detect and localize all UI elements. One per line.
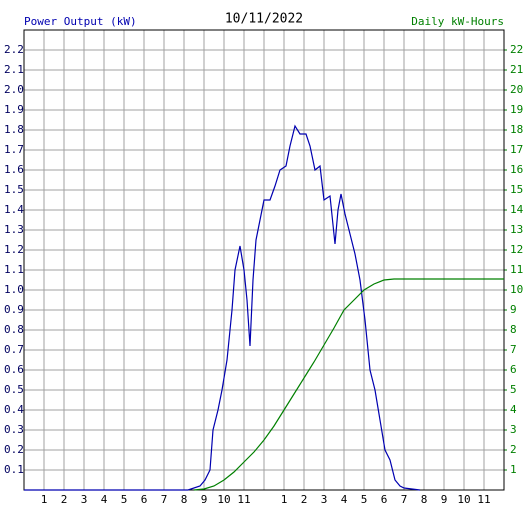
- y2-tick-label: 6: [510, 363, 517, 376]
- x-tick-label: 6: [141, 493, 148, 506]
- y-tick-label: 1.5: [4, 183, 24, 196]
- y-tick-label: 1.8: [4, 123, 24, 136]
- y2-tick-label: 2: [510, 443, 517, 456]
- y-tick-label: 0.6: [4, 363, 24, 376]
- y2-tick-label: 9: [510, 303, 517, 316]
- y2-tick-label: 16: [510, 163, 523, 176]
- x-tick-label: 11: [237, 493, 250, 506]
- y-tick-label: 1.1: [4, 263, 24, 276]
- x-tick-label: 4: [341, 493, 348, 506]
- x-tick-label: 10: [217, 493, 230, 506]
- y2-tick-label: 3: [510, 423, 517, 436]
- y-tick-label: 1.3: [4, 223, 24, 236]
- y2-axis-title: Daily kW-Hours: [411, 15, 504, 28]
- y2-tick-label: 10: [510, 283, 523, 296]
- chart-title: 10/11/2022: [225, 12, 303, 27]
- y2-tick-label: 8: [510, 323, 517, 336]
- x-tick-label: 1: [281, 493, 288, 506]
- y2-tick-label: 5: [510, 383, 517, 396]
- x-tick-label: 10: [457, 493, 470, 506]
- x-tick-label: 3: [321, 493, 328, 506]
- y-tick-label: 1.2: [4, 243, 24, 256]
- y2-tick-label: 15: [510, 183, 523, 196]
- y-tick-label: 1.0: [4, 283, 24, 296]
- plot-frame: [23, 29, 505, 491]
- x-tick-label: 5: [121, 493, 128, 506]
- y2-tick-label: 18: [510, 123, 523, 136]
- x-tick-label: 3: [81, 493, 88, 506]
- x-tick-label: 9: [441, 493, 448, 506]
- y2-tick-label: 13: [510, 223, 523, 236]
- y-tick-label: 0.4: [4, 403, 24, 416]
- y2-tick-label: 7: [510, 343, 517, 356]
- x-tick-label: 8: [421, 493, 428, 506]
- x-tick-label: 8: [181, 493, 188, 506]
- x-tick-label: 11: [477, 493, 490, 506]
- y-tick-label: 0.2: [4, 443, 24, 456]
- x-tick-label: 1: [41, 493, 48, 506]
- y-tick-label: 1.9: [4, 103, 24, 116]
- y2-tick-label: 17: [510, 143, 523, 156]
- x-tick-label: 5: [361, 493, 368, 506]
- data-line: [193, 278, 504, 491]
- y-tick-label: 0.8: [4, 323, 24, 336]
- x-tick-label: 2: [301, 493, 308, 506]
- y2-tick-label: 12: [510, 243, 523, 256]
- x-tick-label: 7: [401, 493, 408, 506]
- y-tick-label: 0.3: [4, 423, 24, 436]
- y-tick-label: 2.2: [4, 43, 24, 56]
- x-tick-label: 4: [101, 493, 108, 506]
- y-tick-label: 0.5: [4, 383, 24, 396]
- y2-tick-label: 4: [510, 403, 517, 416]
- x-tick-label: 7: [161, 493, 168, 506]
- y-tick-label: 0.7: [4, 343, 24, 356]
- y2-tick-label: 14: [510, 203, 524, 216]
- y-tick-label: 0.1: [4, 463, 24, 476]
- y2-tick-label: 20: [510, 83, 523, 96]
- y-tick-label: 1.7: [4, 143, 24, 156]
- y-tick-label: 2.0: [4, 83, 24, 96]
- y2-tick-label: 11: [510, 263, 523, 276]
- y-axis-title: Power Output (kW): [24, 15, 137, 28]
- y2-tick-label: 22: [510, 43, 523, 56]
- y-tick-label: 1.4: [4, 203, 24, 216]
- y2-tick-label: 21: [510, 63, 523, 76]
- y2-tick-label: 1: [510, 463, 517, 476]
- x-tick-label: 2: [61, 493, 68, 506]
- y2-tick-label: 19: [510, 103, 523, 116]
- y-tick-label: 0.9: [4, 303, 24, 316]
- y-tick-label: 2.1: [4, 63, 24, 76]
- y-tick-label: 1.6: [4, 163, 24, 176]
- data-line: [24, 124, 421, 491]
- x-tick-label: 9: [201, 493, 208, 506]
- x-tick-label: 6: [381, 493, 388, 506]
